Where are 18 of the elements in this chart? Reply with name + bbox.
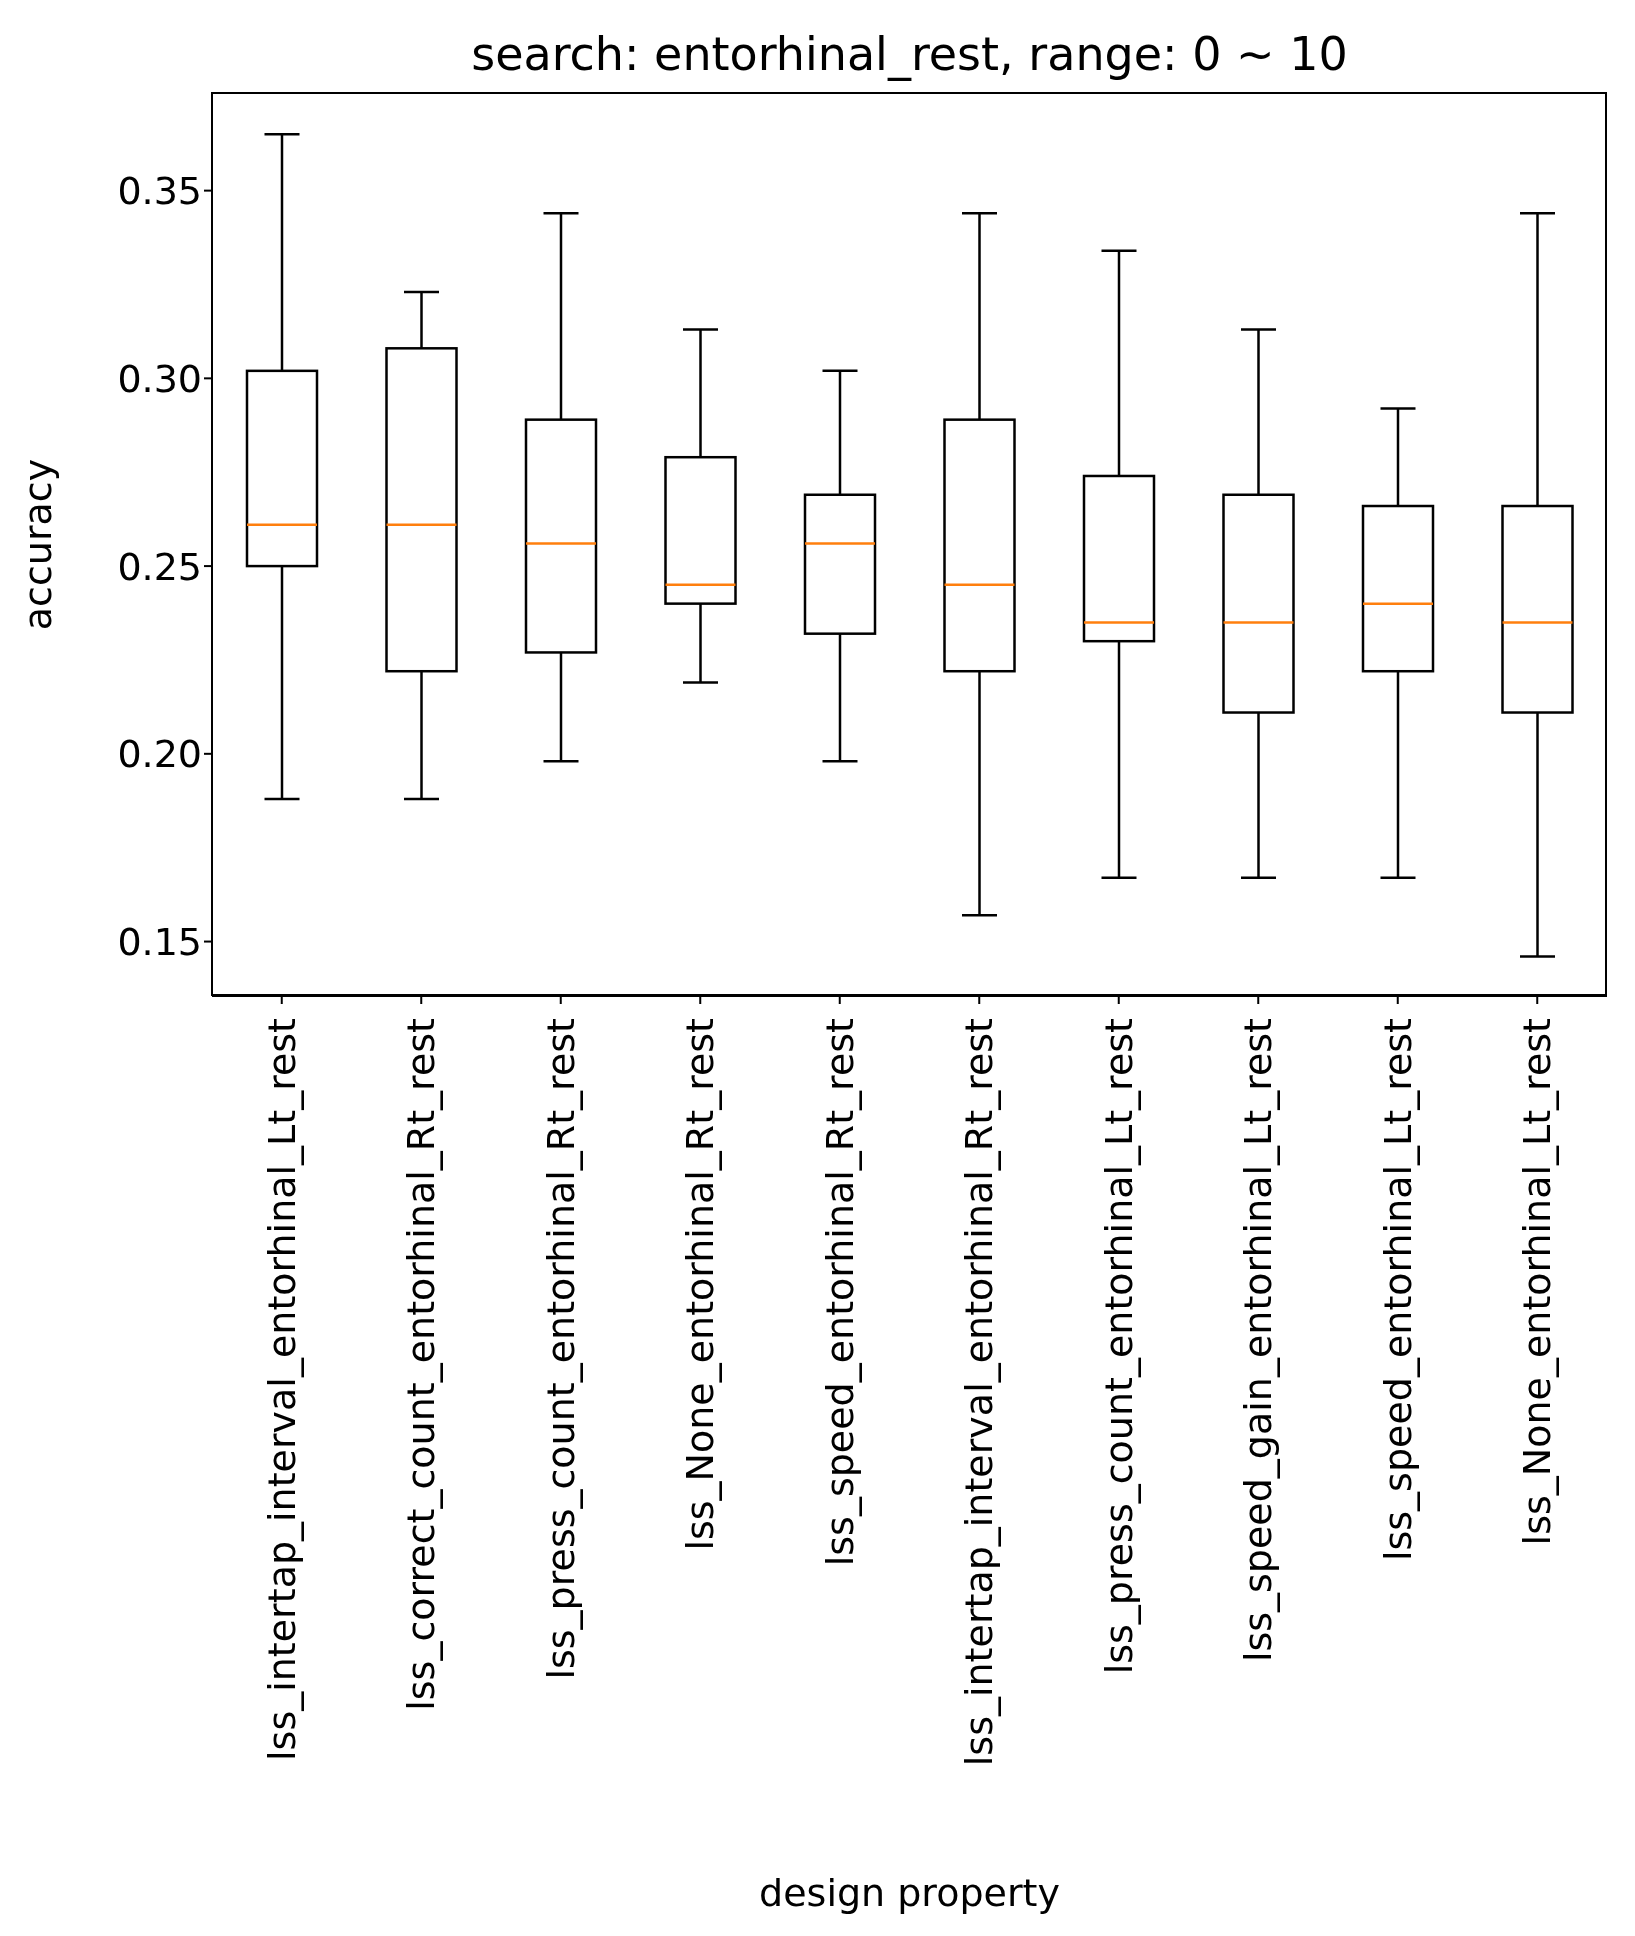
x-tick-label: lss_intertap_interval_entorhinal_Lt_rest bbox=[259, 1018, 304, 1761]
y-tick-label: 0.30 bbox=[117, 356, 202, 401]
x-tick-label: lss_press_count_entorhinal_Lt_rest bbox=[1096, 1018, 1141, 1675]
chart-title: search: entorhinal_rest, range: 0 ~ 10 bbox=[470, 26, 1349, 82]
y-axis-title: accuracy bbox=[16, 458, 61, 631]
x-tick-label: lss_intertap_interval_entorhinal_Rt_rest bbox=[957, 1018, 1002, 1767]
x-tick-label: lss_speed_gain_entorhinal_Lt_rest bbox=[1236, 1018, 1281, 1663]
x-tick-label: lss_press_count_entorhinal_Rt_rest bbox=[538, 1018, 583, 1680]
y-tick-label: 0.15 bbox=[117, 920, 202, 965]
x-tick-label: lss_None_entorhinal_Lt_rest bbox=[1515, 1018, 1560, 1546]
y-tick-label: 0.20 bbox=[117, 732, 202, 777]
y-tick-label: 0.35 bbox=[117, 169, 202, 214]
x-axis-title: design property bbox=[759, 1871, 1060, 1915]
x-tick-label: lss_None_entorhinal_Rt_rest bbox=[678, 1018, 723, 1551]
y-tick-label: 0.25 bbox=[117, 544, 202, 589]
x-tick-label: lss_correct_count_entorhinal_Rt_rest bbox=[399, 1018, 444, 1711]
x-tick-label: lss_speed_entorhinal_Rt_rest bbox=[817, 1018, 862, 1567]
x-tick-label: lss_speed_entorhinal_Lt_rest bbox=[1375, 1018, 1420, 1562]
